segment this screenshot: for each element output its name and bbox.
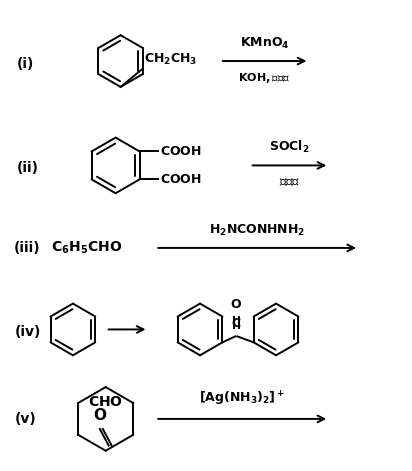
Text: $\mathbf{SOCl_2}$: $\mathbf{SOCl_2}$	[269, 139, 310, 155]
Text: $\mathbf{C_6H_5CHO}$: $\mathbf{C_6H_5CHO}$	[51, 240, 122, 256]
Text: $\mathbf{KOH, ताप}$: $\mathbf{KOH, ताप}$	[238, 71, 291, 85]
Text: $\mathbf{[Ag(NH_3)_2]^+}$: $\mathbf{[Ag(NH_3)_2]^+}$	[199, 390, 285, 408]
Text: $\mathbf{COOH}$: $\mathbf{COOH}$	[159, 173, 201, 186]
Text: $\mathbf{ताप}$: $\mathbf{ताप}$	[279, 175, 300, 188]
Text: $\mathbf{H_2NCONHNH_2}$: $\mathbf{H_2NCONHNH_2}$	[208, 223, 305, 238]
Text: (v): (v)	[14, 412, 36, 426]
Text: $\mathbf{COOH}$: $\mathbf{COOH}$	[159, 145, 201, 158]
Text: $\mathbf{CH_2CH_3}$: $\mathbf{CH_2CH_3}$	[145, 52, 198, 67]
Text: $\mathbf{O}$: $\mathbf{O}$	[93, 406, 107, 422]
Text: $\mathbf{KMnO_4}$: $\mathbf{KMnO_4}$	[240, 36, 289, 51]
Text: (ii): (ii)	[16, 162, 38, 175]
Text: $\mathbf{O}$: $\mathbf{O}$	[230, 298, 242, 310]
Text: (iii): (iii)	[13, 241, 40, 255]
Text: $\mathbf{C}$: $\mathbf{C}$	[231, 317, 241, 331]
Text: (iv): (iv)	[14, 325, 41, 340]
Text: (i): (i)	[16, 57, 34, 71]
Text: $\mathbf{CHO}$: $\mathbf{CHO}$	[88, 395, 123, 409]
